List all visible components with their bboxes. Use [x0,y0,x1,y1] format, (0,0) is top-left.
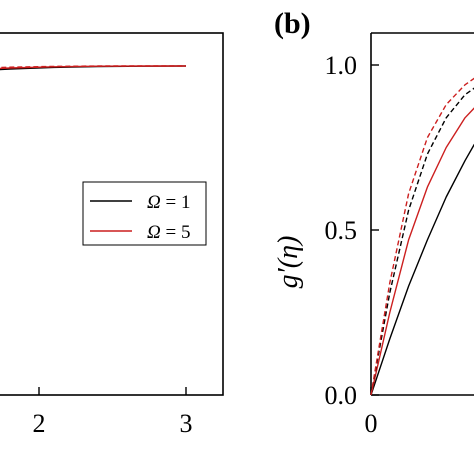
panel-b-y-ticks: 0.0 0.5 1.0 [325,51,379,410]
legend-entry-2: Ω = 5 [147,222,190,243]
b-y-tick-label: 1.0 [325,51,358,80]
b-series-line-1 [370,143,474,396]
legend-box [82,181,207,246]
panel-b-y-axis-label: g′(η) [273,236,304,289]
b-series-line-3 [370,87,474,396]
b-series-line-4 [370,77,474,396]
a-x-tick-label: 3 [180,409,193,438]
panel-a-frame [0,32,224,396]
panel-b-series [370,77,474,396]
panel-b-label: (b) [274,7,311,40]
panel-a-legend: Ω = 1 Ω = 5 [82,181,207,246]
a-x-tick-label: 2 [33,409,46,438]
b-x-tick-label: 0 [365,409,378,438]
b-y-tick-label: 0.5 [325,216,358,245]
panel-a-series [0,65,187,71]
a-series-line-3 [0,65,186,69]
b-y-tick-label: 0.0 [325,381,358,410]
b-series-line-2 [370,107,474,396]
panel-b: (b) 0.0 0.5 1.0 0 g′(η) [273,7,474,438]
legend-entry-1: Ω = 1 [147,192,190,213]
